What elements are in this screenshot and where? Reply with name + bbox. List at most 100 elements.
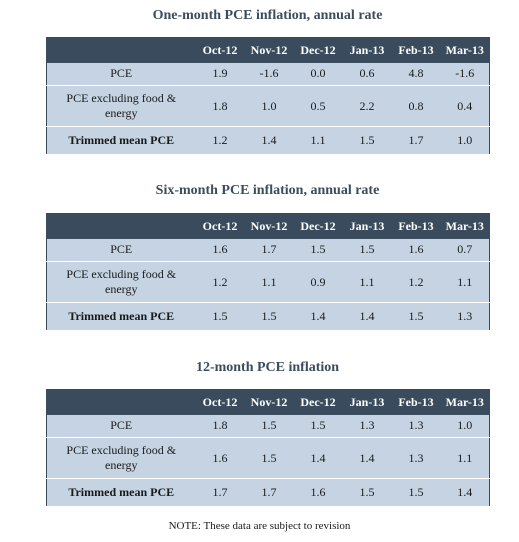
inflation-table: Oct-12 Nov-12 Dec-12 Jan-13 Feb-13 Mar-1… xyxy=(46,389,490,507)
column-header: Dec-12 xyxy=(300,218,336,233)
value-cell: 1.2 xyxy=(391,261,441,303)
table-row: PCE excluding food & energy 1.8 1.0 0.5 … xyxy=(46,85,490,127)
value-cell: 1.5 xyxy=(244,414,294,438)
column-header: Jan-13 xyxy=(349,394,385,409)
column-header: Mar-13 xyxy=(445,42,484,57)
row-label: PCE excluding food & energy xyxy=(46,261,196,303)
value-cell: 0.5 xyxy=(293,85,343,127)
column-header: Oct-12 xyxy=(202,42,238,57)
inflation-table: Oct-12 Nov-12 Dec-12 Jan-13 Feb-13 Mar-1… xyxy=(46,213,490,331)
value-cell: 1.1 xyxy=(293,126,343,155)
value-cell: 1.6 xyxy=(195,437,245,479)
table-row: PCE 1.8 1.5 1.5 1.3 1.3 1.0 xyxy=(46,414,490,438)
column-header: Dec-12 xyxy=(300,394,336,409)
value-cell: 1.1 xyxy=(440,261,490,303)
column-header: Jan-13 xyxy=(349,218,385,233)
header-row: Oct-12 Nov-12 Dec-12 Jan-13 Feb-13 Mar-1… xyxy=(46,213,490,239)
value-cell: 2.2 xyxy=(342,85,392,127)
value-cell: 0.7 xyxy=(440,238,490,262)
value-cell: 1.0 xyxy=(440,126,490,155)
value-cell: -1.6 xyxy=(440,62,490,86)
value-cell: 1.1 xyxy=(440,437,490,479)
value-cell: 0.6 xyxy=(342,62,392,86)
value-cell: 1.9 xyxy=(195,62,245,86)
revision-note: NOTE: These data are subject to revision xyxy=(168,520,351,532)
row-label: PCE xyxy=(46,238,196,262)
column-header: Oct-12 xyxy=(202,218,238,233)
value-cell: 1.4 xyxy=(342,437,392,479)
table-title: One-month PCE inflation, annual rate xyxy=(152,8,383,23)
value-cell: 1.7 xyxy=(195,478,245,507)
column-header: Feb-13 xyxy=(398,42,434,57)
column-header: Jan-13 xyxy=(349,42,385,57)
value-cell: 1.5 xyxy=(391,302,441,331)
value-cell: 1.4 xyxy=(440,478,490,507)
row-label: PCE excluding food & energy xyxy=(46,437,196,479)
value-cell: 1.1 xyxy=(244,261,294,303)
table-row: PCE excluding food & energy 1.6 1.5 1.4 … xyxy=(46,437,490,479)
value-cell: 1.5 xyxy=(293,414,343,438)
table-row: Trimmed mean PCE 1.2 1.4 1.1 1.5 1.7 1.0 xyxy=(46,126,490,155)
value-cell: 1.6 xyxy=(195,238,245,262)
column-header: Oct-12 xyxy=(202,394,238,409)
row-label: PCE xyxy=(46,414,196,438)
value-cell: 1.3 xyxy=(391,437,441,479)
corner-cell xyxy=(47,214,196,239)
value-cell: 1.5 xyxy=(293,238,343,262)
inflation-table: Oct-12 Nov-12 Dec-12 Jan-13 Feb-13 Mar-1… xyxy=(46,37,490,155)
column-header: Dec-12 xyxy=(300,42,336,57)
value-cell: 1.7 xyxy=(244,238,294,262)
header-row: Oct-12 Nov-12 Dec-12 Jan-13 Feb-13 Mar-1… xyxy=(46,37,490,63)
value-cell: 1.6 xyxy=(293,478,343,507)
value-cell: 0.0 xyxy=(293,62,343,86)
value-cell: 1.3 xyxy=(440,302,490,331)
column-header: Mar-13 xyxy=(445,394,484,409)
value-cell: 1.4 xyxy=(342,302,392,331)
value-cell: 1.0 xyxy=(440,414,490,438)
value-cell: 4.8 xyxy=(391,62,441,86)
value-cell: 1.8 xyxy=(195,414,245,438)
corner-cell xyxy=(47,38,196,63)
value-cell: 1.5 xyxy=(342,238,392,262)
value-cell: 1.8 xyxy=(195,85,245,127)
value-cell: 1.4 xyxy=(293,437,343,479)
value-cell: 1.7 xyxy=(391,126,441,155)
value-cell: 1.2 xyxy=(195,261,245,303)
row-label: Trimmed mean PCE xyxy=(46,302,196,331)
row-label: Trimmed mean PCE xyxy=(46,478,196,507)
value-cell: 1.5 xyxy=(342,478,392,507)
column-header: Feb-13 xyxy=(398,218,434,233)
value-cell: 1.5 xyxy=(391,478,441,507)
value-cell: 1.6 xyxy=(391,238,441,262)
value-cell: 1.5 xyxy=(195,302,245,331)
value-cell: 0.9 xyxy=(293,261,343,303)
header-row: Oct-12 Nov-12 Dec-12 Jan-13 Feb-13 Mar-1… xyxy=(46,389,490,415)
value-cell: -1.6 xyxy=(244,62,294,86)
corner-cell xyxy=(47,390,196,415)
table-row: PCE excluding food & energy 1.2 1.1 0.9 … xyxy=(46,261,490,303)
table-row: Trimmed mean PCE 1.7 1.7 1.6 1.5 1.5 1.4 xyxy=(46,478,490,507)
value-cell: 1.3 xyxy=(342,414,392,438)
table-title: 12-month PCE inflation xyxy=(195,360,340,375)
value-cell: 1.7 xyxy=(244,478,294,507)
value-cell: 1.2 xyxy=(195,126,245,155)
column-header: Mar-13 xyxy=(445,218,484,233)
value-cell: 1.5 xyxy=(342,126,392,155)
value-cell: 0.8 xyxy=(391,85,441,127)
table-title: Six-month PCE inflation, annual rate xyxy=(155,183,380,198)
value-cell: 1.0 xyxy=(244,85,294,127)
value-cell: 0.4 xyxy=(440,85,490,127)
column-header: Nov-12 xyxy=(250,42,288,57)
table-row: Trimmed mean PCE 1.5 1.5 1.4 1.4 1.5 1.3 xyxy=(46,302,490,331)
value-cell: 1.4 xyxy=(293,302,343,331)
value-cell: 1.1 xyxy=(342,261,392,303)
value-cell: 1.5 xyxy=(244,437,294,479)
table-row: PCE 1.9 -1.6 0.0 0.6 4.8 -1.6 xyxy=(46,62,490,86)
table-row: PCE 1.6 1.7 1.5 1.5 1.6 0.7 xyxy=(46,238,490,262)
column-header: Feb-13 xyxy=(398,394,434,409)
column-header: Nov-12 xyxy=(250,394,288,409)
row-label: Trimmed mean PCE xyxy=(46,126,196,155)
value-cell: 1.3 xyxy=(391,414,441,438)
value-cell: 1.4 xyxy=(244,126,294,155)
row-label: PCE xyxy=(46,62,196,86)
